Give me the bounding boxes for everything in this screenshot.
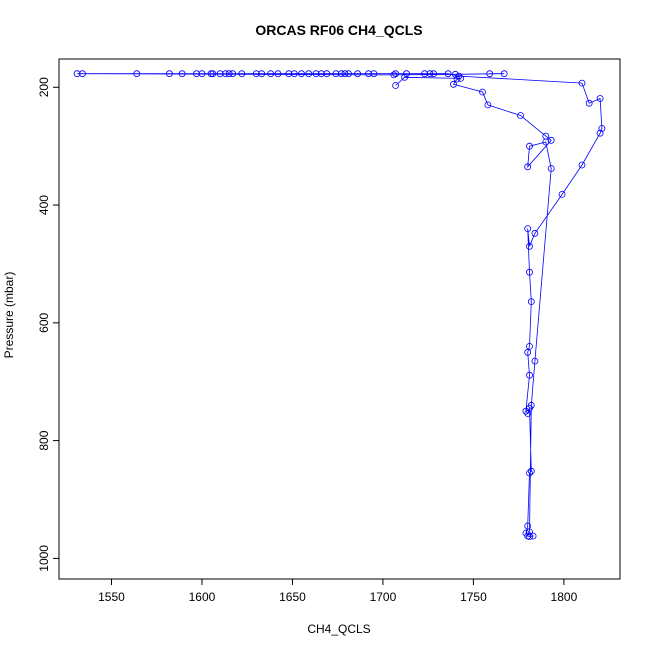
- data-point: [305, 70, 313, 78]
- data-point: [225, 70, 233, 78]
- data-point: [337, 70, 345, 78]
- data-point: [133, 70, 141, 78]
- data-point: [484, 101, 492, 109]
- data-point: [529, 532, 537, 540]
- data-point: [258, 70, 266, 78]
- data-point: [598, 125, 606, 132]
- data-point: [451, 70, 459, 78]
- data-point: [578, 161, 586, 169]
- data-point: [403, 70, 410, 78]
- data-point: [345, 70, 352, 78]
- y-tick-label: 200: [37, 77, 51, 97]
- data-point: [312, 70, 320, 78]
- data-point: [209, 70, 217, 78]
- data-point: [547, 136, 555, 144]
- data-point: [578, 79, 586, 87]
- data-point: [524, 522, 532, 530]
- data-point: [527, 401, 535, 409]
- data-point: [274, 70, 282, 78]
- data-point: [524, 348, 532, 356]
- data-point: [444, 70, 452, 78]
- x-tick-label: 1700: [370, 590, 397, 604]
- y-tick-label: 1000: [37, 545, 51, 572]
- data-point: [332, 70, 340, 78]
- y-axis: 200 400 600 800 1000: [37, 77, 59, 572]
- y-tick-label: 800: [37, 430, 51, 450]
- series-layer: [73, 70, 606, 540]
- x-tick-label: 1650: [279, 590, 306, 604]
- data-point: [365, 70, 372, 78]
- x-axis: 1550 1600 1650 1700 1750 1800: [98, 579, 578, 604]
- y-axis-label: Pressure (mbar): [2, 272, 16, 359]
- data-point: [517, 112, 524, 119]
- data-point: [207, 70, 215, 78]
- data-point: [370, 70, 378, 78]
- data-point: [585, 99, 593, 107]
- data-point: [193, 70, 200, 78]
- data-point: [531, 357, 539, 365]
- data-point: [531, 229, 539, 237]
- data-point: [596, 129, 604, 137]
- data-point: [526, 469, 533, 477]
- data-point: [457, 75, 465, 82]
- x-axis-label: CH4_QCLS: [307, 622, 370, 636]
- plot-frame: [58, 58, 621, 580]
- data-point: [252, 70, 260, 78]
- data-point: [542, 132, 550, 140]
- data-point: [526, 528, 533, 536]
- data-point: [317, 70, 325, 78]
- data-point: [526, 371, 533, 379]
- data-point: [526, 268, 533, 276]
- data-point: [390, 71, 398, 79]
- data-point: [526, 533, 533, 540]
- data-point: [479, 88, 486, 96]
- x-tick-label: 1550: [98, 590, 125, 604]
- data-point: [229, 70, 237, 78]
- data-point: [323, 70, 331, 78]
- data-point: [216, 70, 224, 78]
- data-point: [426, 70, 434, 78]
- data-point: [290, 70, 298, 78]
- data-point: [527, 298, 535, 306]
- data-point: [392, 70, 400, 78]
- chart-title: ORCAS RF06 CH4_QCLS: [255, 22, 422, 38]
- x-tick-label: 1800: [551, 590, 578, 604]
- data-point: [500, 70, 508, 78]
- data-point: [430, 70, 438, 78]
- data-point: [421, 70, 429, 78]
- data-point: [527, 467, 535, 475]
- data-point: [547, 165, 555, 172]
- data-point: [73, 70, 81, 78]
- data-point: [401, 73, 409, 81]
- data-point: [526, 142, 533, 150]
- y-tick-label: 600: [37, 312, 51, 332]
- data-point: [524, 163, 532, 171]
- data-point: [524, 225, 532, 233]
- data-point: [298, 70, 305, 78]
- data-point: [165, 70, 173, 78]
- data-point: [238, 70, 246, 78]
- data-point: [392, 82, 400, 89]
- x-tick-label: 1750: [460, 590, 487, 604]
- y-tick-label: 400: [37, 195, 51, 215]
- data-point: [450, 80, 457, 88]
- data-point: [453, 75, 461, 83]
- data-point: [486, 70, 494, 78]
- data-point: [285, 70, 293, 78]
- data-point: [198, 70, 206, 78]
- data-point: [222, 70, 229, 78]
- data-point: [341, 70, 349, 78]
- data-point: [526, 342, 533, 350]
- data-point: [596, 95, 604, 102]
- data-point: [267, 70, 275, 78]
- data-point: [526, 242, 533, 250]
- data-point: [79, 70, 86, 78]
- data-point: [558, 190, 566, 198]
- data-point: [178, 70, 186, 78]
- data-point: [354, 70, 362, 78]
- x-tick-label: 1600: [189, 590, 216, 604]
